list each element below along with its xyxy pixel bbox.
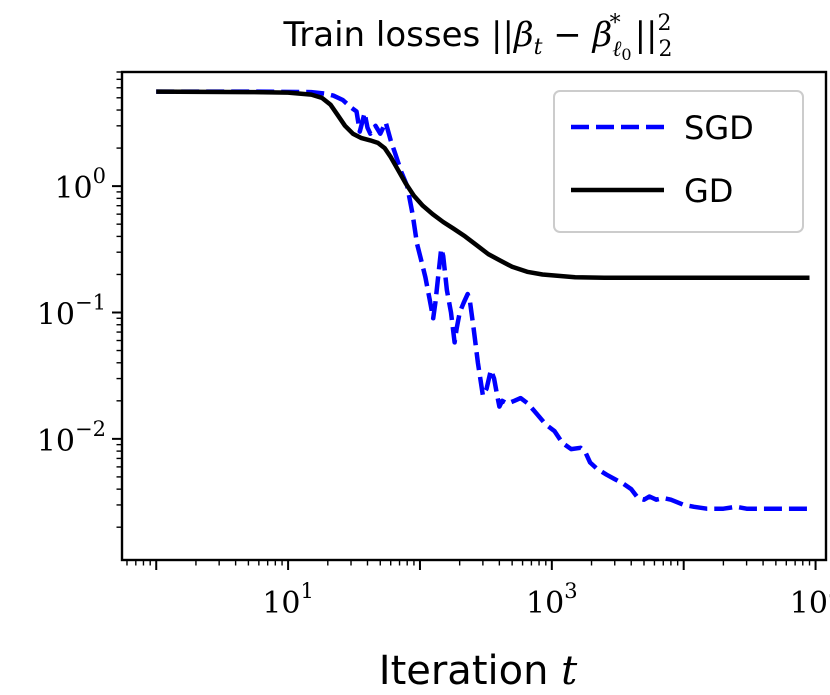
title-sup-two: 2 (658, 11, 672, 36)
title-sub-zero: 0 (621, 45, 631, 64)
title-beta-2: β (591, 15, 613, 55)
series-line-gd (156, 89, 810, 281)
title-minus: − (553, 15, 582, 55)
chart-title: Train losses ||βt − βℓ0* ||2 2 (283, 11, 673, 64)
legend-label-gd: GD (684, 172, 733, 210)
x-tick-label: 105 (790, 579, 830, 621)
title-sub-t: t (534, 35, 543, 60)
legend: SGD GD (553, 90, 804, 233)
y-tick-label: 10−1 (37, 290, 106, 332)
title-prefix: Train losses (283, 15, 492, 55)
title-beta: β (512, 15, 534, 55)
series-layer (156, 89, 810, 511)
y-tick-label: 10−2 (37, 417, 106, 459)
x-axis-label: Iteration t (379, 648, 578, 694)
plot-frame (120, 70, 828, 562)
title-sub-two: 2 (659, 37, 673, 62)
legend-label-sgd: SGD (684, 109, 754, 147)
series-line-sgd (156, 89, 810, 511)
title-sup-star: * (610, 11, 621, 36)
title-sub-l: ℓ (612, 37, 622, 62)
x-tick-label: 101 (262, 579, 314, 621)
legend-box (553, 90, 804, 233)
x-axis: 101 103 105 (126, 560, 830, 621)
y-axis: 100 10−1 10−2 (37, 71, 122, 528)
y-tick-label: 100 (54, 164, 106, 206)
x-tick-label: 103 (526, 579, 578, 621)
